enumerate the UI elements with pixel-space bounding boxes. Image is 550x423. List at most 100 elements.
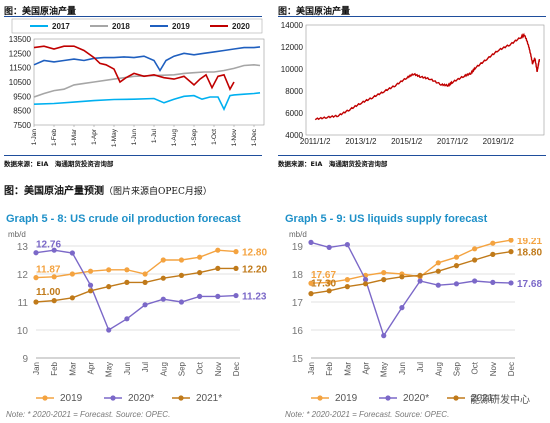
graph59-xtick: Jul bbox=[416, 362, 425, 372]
graph59-point bbox=[490, 279, 496, 285]
graph58-point bbox=[51, 298, 57, 304]
graph59-point bbox=[508, 280, 514, 286]
graph59-xtick: Mar bbox=[343, 362, 352, 376]
graph58-point bbox=[215, 247, 221, 253]
graph59-xtick: Jan bbox=[307, 362, 316, 375]
chart2-lines bbox=[314, 32, 541, 121]
chart1-xtick: 1-Dec bbox=[251, 128, 258, 146]
graph59-point bbox=[472, 246, 478, 252]
graph59-xtick: Nov bbox=[489, 362, 498, 376]
graph58-point bbox=[197, 293, 203, 299]
graph59-point bbox=[472, 257, 478, 263]
graph59-point bbox=[399, 274, 405, 280]
chart1-xtick: 1-Aug bbox=[171, 129, 178, 147]
source-left-rule bbox=[4, 155, 262, 156]
chart2-ytick: 12000 bbox=[281, 43, 304, 52]
graph58-label-left: 12.76 bbox=[36, 240, 61, 251]
graph58-legend-label: 2021* bbox=[196, 393, 222, 404]
graph58-point bbox=[106, 284, 112, 290]
graph58-point bbox=[233, 292, 239, 299]
chart1-ytick: 10500 bbox=[9, 78, 32, 87]
chart1-series-2020 bbox=[33, 45, 235, 92]
top-left-rule bbox=[4, 16, 262, 17]
graph59-point bbox=[453, 263, 460, 269]
chart1-ytick: 9500 bbox=[13, 92, 31, 101]
graph58-point bbox=[69, 295, 75, 301]
graph58-point bbox=[87, 282, 94, 288]
graph59-ytick: 18 bbox=[292, 270, 304, 281]
chart1-xtick: 1-Oct bbox=[211, 129, 218, 145]
chart2-frame bbox=[305, 24, 545, 136]
graph59-point bbox=[344, 277, 350, 283]
forecast-title-main: 图：美国原油产量预测 bbox=[4, 186, 104, 197]
graph59-unit: mb/d bbox=[289, 230, 307, 239]
graph58-note: Note: * 2020-2021 = Forecast. Source: OP… bbox=[6, 410, 171, 419]
graph58-label-left: 11.87 bbox=[36, 265, 61, 276]
graph59-xtick: Oct bbox=[471, 361, 480, 374]
top-right-rule bbox=[278, 16, 546, 17]
source-left: 数据来源：EIA 海通期货投资咨询部 bbox=[4, 160, 114, 168]
chart1-ytick: 13500 bbox=[9, 35, 32, 44]
graph59-point bbox=[453, 254, 460, 260]
graph58-line-0 bbox=[35, 249, 237, 279]
graph59-point bbox=[326, 279, 332, 285]
graph59-point bbox=[435, 282, 441, 288]
graph58-point bbox=[233, 265, 239, 271]
graph58-label-right: 12.20 bbox=[242, 264, 267, 275]
graph58-xtick: Mar bbox=[68, 362, 77, 376]
chart2-ytick: 10000 bbox=[281, 65, 304, 74]
graph58-ytick: 12 bbox=[17, 270, 29, 281]
graph59-note: Note: * 2020-2021 = Forecast. Source: OP… bbox=[285, 410, 450, 419]
graph59-ytick: 15 bbox=[292, 354, 304, 365]
chart2-xtick: 2019/1/2 bbox=[483, 137, 515, 146]
chart1-legend-label: 2019 bbox=[172, 22, 190, 31]
graph59-label-left: 17.67 bbox=[311, 270, 336, 281]
graph58-label-right: 12.80 bbox=[242, 248, 267, 259]
graph58-point bbox=[142, 271, 148, 277]
graph58-label-left: 11.00 bbox=[36, 287, 61, 298]
graph58-line-2 bbox=[35, 267, 236, 303]
graph59-xtick: Apr bbox=[362, 362, 371, 375]
graph58-point bbox=[33, 299, 39, 305]
chart1-lines bbox=[33, 45, 261, 112]
source-right-rule bbox=[278, 155, 546, 156]
graph58-xtick: Aug bbox=[159, 362, 168, 376]
graph59-point bbox=[508, 249, 514, 255]
graph59-point bbox=[362, 277, 369, 283]
graph58-point bbox=[215, 265, 221, 271]
graph59-legend-label: 2021* bbox=[471, 393, 497, 404]
chart1-frame bbox=[33, 38, 265, 126]
graph58-xtick: Nov bbox=[214, 362, 223, 376]
chart1-xtick: 1-Jul bbox=[151, 128, 158, 143]
graph59-label-right: 18.80 bbox=[517, 248, 542, 259]
graph59-point bbox=[308, 239, 314, 245]
graph59-point bbox=[381, 270, 387, 276]
graph58-ytick: 9 bbox=[22, 354, 28, 365]
graph58-ytick: 13 bbox=[17, 242, 29, 253]
graph58-xtick: May bbox=[105, 362, 114, 377]
graph59-point bbox=[472, 278, 478, 284]
graph58-xtick: Jul bbox=[141, 362, 150, 372]
graph58-xtick: Feb bbox=[50, 361, 59, 375]
graph59-legend-label: 2020* bbox=[403, 393, 429, 404]
graph58-point bbox=[87, 288, 94, 294]
chart1-xtick: 1-Sep bbox=[191, 129, 198, 147]
chart2-xtick: 2011/1/2 bbox=[300, 137, 331, 146]
chart2-xtick: 2013/1/2 bbox=[345, 137, 377, 146]
chart2-xtick: 2017/1/2 bbox=[437, 137, 469, 146]
chart1-ytick: 8500 bbox=[13, 107, 31, 116]
graph59-point bbox=[326, 288, 332, 294]
chart1-legend-label: 2017 bbox=[52, 22, 70, 31]
graph58-xtick: Oct bbox=[196, 361, 205, 374]
graph58-xtick: Jun bbox=[123, 362, 132, 375]
graph58-point bbox=[160, 275, 166, 281]
graph59-title: Graph 5 - 9: US liquids supply forecast bbox=[285, 213, 488, 225]
graph59-point bbox=[308, 280, 314, 286]
graph59-label-right: 19.21 bbox=[517, 238, 542, 247]
graph59-point bbox=[417, 278, 423, 284]
graph59-point bbox=[381, 277, 387, 283]
graph58-point bbox=[197, 254, 203, 260]
chart1-xtick: 1-Jan bbox=[31, 129, 38, 146]
graph59-point bbox=[435, 268, 441, 274]
